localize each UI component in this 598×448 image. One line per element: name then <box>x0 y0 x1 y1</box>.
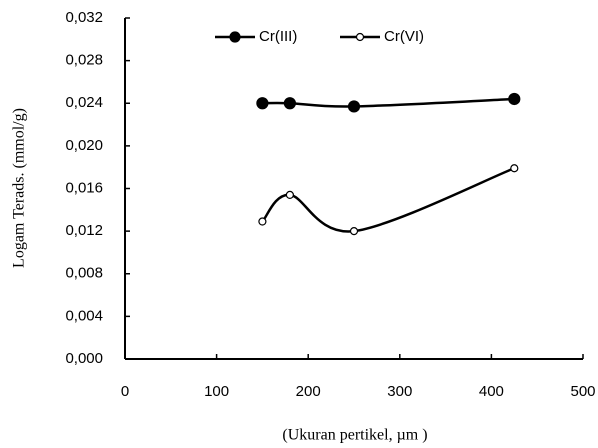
x-tick-label: 0 <box>121 383 129 400</box>
data-point <box>347 100 361 113</box>
y-tick-label: 0,008 <box>65 265 103 282</box>
data-point <box>510 164 519 173</box>
x-tick-label: 300 <box>387 383 412 400</box>
legend-label: Cr(III) <box>259 28 297 45</box>
data-point <box>283 97 296 110</box>
x-axis-title: (Ukuran pertikel, µm ) <box>282 427 427 444</box>
y-axis-title: Logam Terads. (mmol/g) <box>11 108 28 268</box>
legend-marker <box>229 31 241 43</box>
legend-marker <box>355 32 365 42</box>
x-tick-label: 100 <box>204 383 229 400</box>
y-tick-label: 0,016 <box>65 179 103 196</box>
y-tick-label: 0,000 <box>65 350 103 367</box>
x-tick-label: 200 <box>296 383 321 400</box>
series-line <box>261 167 515 233</box>
data-point <box>256 97 269 110</box>
x-tick-label: 500 <box>570 383 595 400</box>
y-tick-label: 0,020 <box>65 137 103 154</box>
y-tick-label: 0,024 <box>65 94 103 111</box>
data-point <box>349 227 359 236</box>
x-tick-label: 400 <box>479 383 504 400</box>
data-point <box>285 190 294 199</box>
y-tick-label: 0,004 <box>65 307 103 324</box>
data-point <box>508 92 521 106</box>
y-tick-label: 0,028 <box>65 52 103 69</box>
y-tick-label: 0,032 <box>65 9 103 26</box>
legend-label: Cr(VI) <box>384 28 424 45</box>
series-line <box>262 97 515 108</box>
data-point <box>258 217 267 226</box>
y-tick-label: 0,012 <box>65 222 103 239</box>
